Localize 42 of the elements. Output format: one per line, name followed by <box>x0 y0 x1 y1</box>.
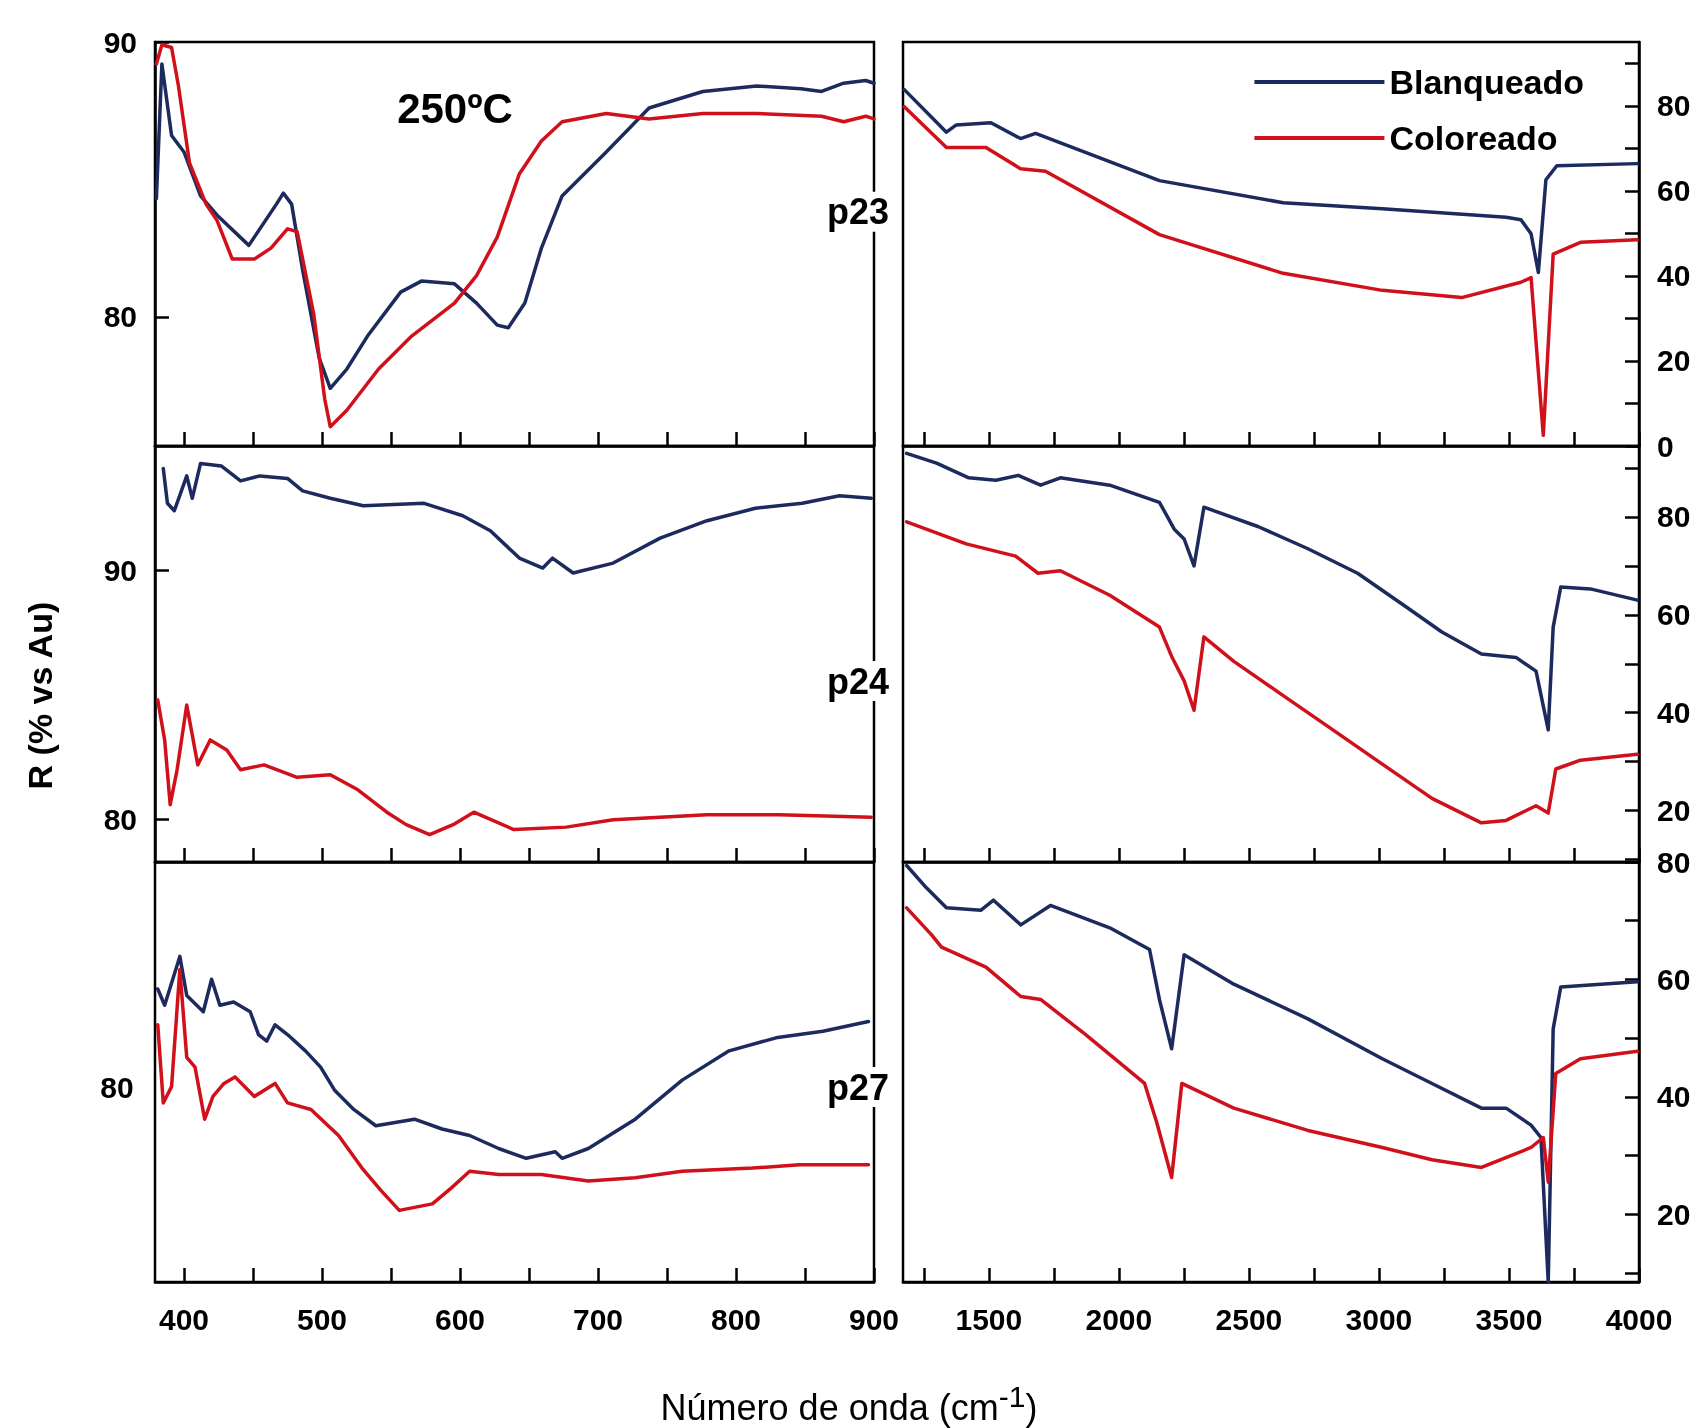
y-tick-label: 40 <box>1657 1080 1691 1114</box>
y-tick-label: 40 <box>1657 696 1691 730</box>
y-tick-label: 80 <box>1657 845 1691 879</box>
legend-label: Blanqueado <box>1389 63 1585 101</box>
y-tick-label: 40 <box>1657 259 1691 293</box>
x-tick-label: 400 <box>158 1302 210 1336</box>
y-tick-label: 80 <box>1657 500 1691 534</box>
x-tick-label: 1500 <box>955 1302 1023 1336</box>
y-tick-label: 20 <box>1657 1197 1691 1231</box>
y-tick-label: 0 <box>1657 429 1674 463</box>
y-tick-label: 90 <box>103 554 137 588</box>
y-axis-title: R (% vs Au) <box>21 601 59 790</box>
y-tick-label: 60 <box>1657 174 1691 208</box>
y-tick-label: 80 <box>103 300 137 334</box>
annotation: p24 <box>826 660 889 702</box>
x-tick-label: 600 <box>434 1302 486 1336</box>
legend-label: Coloreado <box>1389 119 1558 157</box>
y-tick-label: 20 <box>1657 794 1691 828</box>
x-tick-label: 800 <box>710 1302 762 1336</box>
y-tick-label: 90 <box>103 25 137 59</box>
annotation: p27 <box>826 1066 889 1108</box>
x-tick-label: 3000 <box>1345 1302 1413 1336</box>
x-tick-label: 900 <box>848 1302 900 1336</box>
x-tick-label: 3500 <box>1475 1302 1543 1336</box>
x-tick-label: 500 <box>296 1302 348 1336</box>
x-tick-label: 2000 <box>1085 1302 1153 1336</box>
annotation: p23 <box>826 191 889 233</box>
line-series <box>904 451 1640 732</box>
line-series <box>904 906 1640 1184</box>
y-tick-label: 20 <box>1657 344 1691 378</box>
x-tick-label: 4000 <box>1605 1302 1673 1336</box>
line-series <box>161 461 873 575</box>
text: 250ºC <box>397 84 513 132</box>
x-axis-title: Número de onda (cm$^{-1}$) <box>660 1380 1038 1428</box>
y-tick-label: 80 <box>1657 89 1691 123</box>
line-series <box>904 520 1640 825</box>
y-tick-label: 80 <box>103 803 137 837</box>
y-tick-label: 60 <box>1657 598 1691 632</box>
y-tick-label: 60 <box>1657 962 1691 996</box>
line-series <box>902 104 1640 438</box>
x-tick-label: 700 <box>572 1302 624 1336</box>
x-tick-label: 2500 <box>1215 1302 1283 1336</box>
